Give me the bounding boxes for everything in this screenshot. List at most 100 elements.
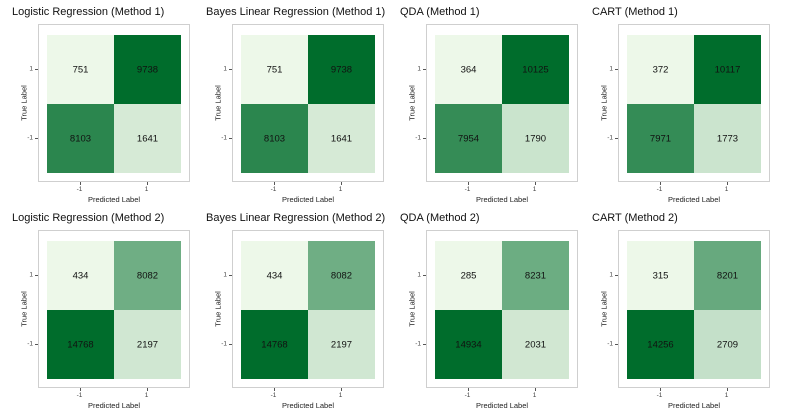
y-tick-label: -1 [607, 340, 613, 347]
y-tick-label: 1 [223, 65, 227, 72]
heatmap-cell [114, 310, 181, 379]
x-tick-label: -1 [76, 392, 83, 399]
x-axis-label: Predicted Label [281, 401, 335, 410]
x-tick-mark [273, 182, 275, 185]
heatmap-cell [47, 104, 114, 173]
heatmap-cell [114, 241, 181, 310]
plot-frame: 751 9738 8103 1641 [232, 24, 384, 182]
y-tick-mark [229, 137, 232, 139]
cell-value-label: 10125 [522, 64, 549, 75]
panel-title: CART (Method 1) [592, 6, 678, 18]
y-axis-label: True Label [213, 291, 223, 327]
panel-title: CART (Method 2) [592, 212, 678, 224]
heatmap-cell [308, 35, 375, 104]
y-tick-label: -1 [607, 134, 613, 141]
y-tick-mark [615, 274, 618, 276]
x-tick-label: 1 [338, 392, 343, 399]
plot-frame: 434 8082 14768 2197 [232, 230, 384, 388]
y-axis-label: True Label [599, 85, 609, 121]
heatmap-cell [627, 104, 694, 173]
plot-frame: 285 8231 14934 2031 [426, 230, 578, 388]
y-tick-label: 1 [417, 65, 421, 72]
heatmap-cell [114, 104, 181, 173]
y-axis-label: True Label [407, 291, 417, 327]
y-tick-mark [229, 343, 232, 345]
cell-value-label: 2709 [716, 339, 739, 350]
y-tick-mark [229, 68, 232, 70]
heatmap-cell [241, 310, 308, 379]
y-tick-label: 1 [223, 271, 227, 278]
cell-value-label: 7954 [457, 133, 480, 144]
x-tick-label: 1 [144, 392, 149, 399]
plot-frame: 315 8201 14256 2709 [618, 230, 770, 388]
cell-value-label: 9738 [136, 64, 159, 75]
y-axis-label: True Label [213, 85, 223, 121]
y-tick-label: 1 [609, 65, 613, 72]
cell-value-label: 751 [72, 64, 89, 75]
x-tick-mark [534, 388, 536, 391]
cell-value-label: 8082 [330, 270, 353, 281]
cell-value-label: 9738 [330, 64, 353, 75]
cell-value-label: 8103 [69, 133, 92, 144]
y-axis-label: True Label [599, 291, 609, 327]
x-tick-mark [534, 182, 536, 185]
y-tick-mark [35, 137, 38, 139]
x-tick-mark [340, 388, 342, 391]
cell-value-label: 14934 [455, 339, 482, 350]
x-tick-mark [340, 182, 342, 185]
x-tick-mark [726, 388, 728, 391]
x-axis-label: Predicted Label [475, 195, 529, 204]
cell-value-label: 751 [266, 64, 283, 75]
y-tick-mark [423, 274, 426, 276]
cell-value-label: 372 [652, 64, 669, 75]
cell-value-label: 2031 [524, 339, 547, 350]
cell-value-label: 2197 [136, 339, 159, 350]
heatmap-cell [308, 310, 375, 379]
cell-value-label: 2197 [330, 339, 353, 350]
x-tick-mark [659, 388, 661, 391]
panel-title: QDA (Method 1) [400, 6, 480, 18]
y-tick-label: -1 [221, 134, 227, 141]
x-tick-mark [467, 388, 469, 391]
confusion-matrix-panel: Logistic Regression (Method 1) 751 9738 810… [12, 6, 194, 206]
heatmap-cell [241, 104, 308, 173]
panel-title: Logistic Regression (Method 2) [12, 212, 165, 224]
x-tick-label: -1 [464, 392, 471, 399]
heatmap-cell [694, 104, 761, 173]
cell-value-label: 8103 [263, 133, 286, 144]
x-axis-label: Predicted Label [87, 195, 141, 204]
cell-value-label: 8231 [524, 270, 547, 281]
cell-value-label: 1641 [136, 133, 159, 144]
cell-value-label: 434 [266, 270, 283, 281]
x-tick-label: -1 [270, 392, 277, 399]
cell-value-label: 364 [460, 64, 477, 75]
x-axis-label: Predicted Label [475, 401, 529, 410]
y-tick-label: -1 [27, 340, 33, 347]
heatmap-cell [694, 241, 761, 310]
x-axis-label: Predicted Label [281, 195, 335, 204]
panel-title: Bayes Linear Regression (Method 1) [206, 6, 386, 18]
heatmap-cell [435, 35, 502, 104]
confusion-matrix-panel: CART (Method 1) 372 10117 7971 1773 -1 1 1 -1 Pre… [592, 6, 774, 206]
y-tick-mark [423, 343, 426, 345]
cell-value-label: 7971 [649, 133, 672, 144]
x-tick-mark [659, 182, 661, 185]
x-tick-mark [146, 182, 148, 185]
cell-value-label: 10117 [714, 64, 741, 75]
x-tick-mark [467, 182, 469, 185]
plot-frame: 751 9738 8103 1641 [38, 24, 190, 182]
y-tick-mark [423, 137, 426, 139]
heatmap-cell [308, 104, 375, 173]
confusion-matrix-panel: Bayes Linear Regression (Method 2) 434 808… [206, 212, 388, 412]
plot-frame: 364 10125 7954 1790 [426, 24, 578, 182]
x-tick-label: 1 [724, 392, 729, 399]
x-tick-label: 1 [532, 186, 537, 193]
confusion-matrix-panel: QDA (Method 2) 285 8231 14934 2031 -1 1 1 -1 Pred… [400, 212, 582, 412]
confusion-matrix-panel: CART (Method 2) 315 8201 14256 2709 -1 1 1 -1 Pre… [592, 212, 774, 412]
x-tick-mark [146, 388, 148, 391]
plot-frame: 372 10117 7971 1773 [618, 24, 770, 182]
x-tick-label: 1 [338, 186, 343, 193]
y-tick-label: -1 [415, 340, 421, 347]
y-tick-label: 1 [29, 271, 33, 278]
